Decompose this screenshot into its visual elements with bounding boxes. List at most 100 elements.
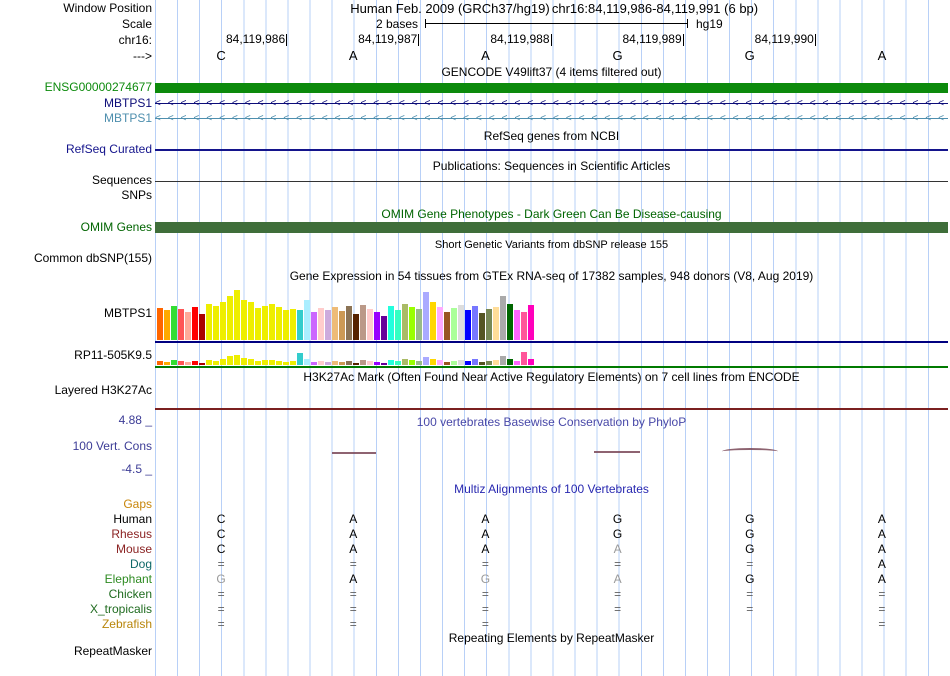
- gtex-tissue-bar: [458, 360, 464, 365]
- alignment-base: G: [745, 572, 755, 586]
- coordinate-tick: [286, 34, 288, 46]
- gtex-tissue-bar: [241, 358, 247, 365]
- gtex-tissue-bar: [227, 296, 233, 340]
- track-title-publications[interactable]: Publications: Sequences in Scientific Ar…: [432, 159, 671, 173]
- omim-gene-bar[interactable]: [155, 222, 948, 233]
- gtex-tissue-bar: [465, 361, 471, 365]
- alignment-base: A: [349, 542, 358, 556]
- alignment-base: G: [612, 512, 623, 526]
- track-label-common-dbsnp[interactable]: Common dbSNP(155): [33, 251, 152, 265]
- gtex-tissue-bar: [507, 304, 513, 340]
- species-label-chicken[interactable]: Chicken: [108, 587, 152, 601]
- track-label-layered-h3k27ac[interactable]: Layered H3K27Ac: [54, 383, 152, 397]
- alignment-base: G: [480, 572, 491, 586]
- gtex-tissue-bar: [416, 309, 422, 340]
- multiz-rows: Gaps Human C A A G G A Rhesus C A A G G A Mouse C A A A G A Do…: [0, 497, 950, 632]
- species-label-rhesus[interactable]: Rhesus: [111, 527, 152, 541]
- gtex-gene-line-rp11[interactable]: [155, 366, 948, 368]
- gtex-tissue-bar: [458, 305, 464, 340]
- alignment-base: A: [877, 512, 886, 526]
- gtex-tissue-bar: [199, 314, 205, 340]
- gtex-tissue-bar: [290, 361, 296, 365]
- refseq-gene-line[interactable]: [155, 149, 948, 151]
- alignment-base: G: [745, 512, 755, 526]
- species-label-x-tropicalis[interactable]: X_tropicalis: [89, 602, 152, 616]
- track-label-refseq-curated[interactable]: RefSeq Curated: [65, 142, 152, 156]
- gtex-tissue-bar: [409, 307, 415, 340]
- species-label-gaps[interactable]: Gaps: [123, 497, 152, 511]
- track-title-h3k27ac[interactable]: H3K27Ac Mark (Often Found Near Active Re…: [303, 370, 800, 384]
- track-label-gtex-rp11-505k9-5[interactable]: RP11-505K9.5: [74, 348, 152, 362]
- gtex-tissue-bar: [241, 300, 247, 340]
- coordinate-ruler: 84,119,986 84,119,987 84,119,988 84,119,989…: [155, 33, 948, 47]
- track-label-mbtps1-coding[interactable]: MBTPS1: [103, 96, 152, 110]
- gtex-tissue-bar: [381, 316, 387, 340]
- track-title-gencode[interactable]: GENCODE V49lift37 (4 items filtered out): [441, 65, 662, 79]
- alignment-base: G: [216, 572, 226, 586]
- track-label-mbtps1-noncoding[interactable]: MBTPS1: [103, 111, 152, 125]
- alignment-base: A: [877, 557, 886, 571]
- gtex-bars-rp11[interactable]: [157, 349, 535, 365]
- gtex-tissue-bar: [402, 304, 408, 340]
- alignment-row-chicken: Chicken = = = = = =: [0, 587, 950, 602]
- gtex-tissue-bar: [528, 359, 534, 365]
- gtex-tissue-bar: [171, 306, 177, 340]
- coordinate-label: 84,119,989: [622, 32, 682, 46]
- gtex-gene-line-mbtps1[interactable]: [155, 341, 948, 343]
- track-title-repeatmasker[interactable]: Repeating Elements by RepeatMasker: [448, 631, 655, 645]
- track-title-gtex[interactable]: Gene Expression in 54 tissues from GTEx …: [289, 269, 814, 283]
- gtex-tissue-bar: [213, 306, 219, 340]
- alignment-base: =: [878, 587, 886, 601]
- gtex-tissue-bar: [332, 361, 338, 365]
- gtex-tissue-bar: [318, 308, 324, 340]
- coordinate-tick: [550, 34, 552, 46]
- alignment-base: A: [349, 572, 358, 586]
- publications-sequence-line[interactable]: [155, 181, 948, 182]
- track-label-100-vert-cons[interactable]: 100 Vert. Cons: [72, 439, 152, 453]
- species-label-dog[interactable]: Dog: [129, 557, 152, 571]
- gtex-tissue-bar: [297, 353, 303, 365]
- species-label-zebrafish[interactable]: Zebrafish: [101, 617, 152, 631]
- gtex-tissue-bar: [213, 361, 219, 365]
- gtex-tissue-bar: [269, 304, 275, 340]
- alignment-base: A: [481, 512, 490, 526]
- alignment-base: =: [349, 557, 357, 571]
- gtex-tissue-bar: [346, 306, 352, 340]
- alignment-base: =: [217, 602, 225, 616]
- track-label-gtex-mbtps1[interactable]: MBTPS1: [103, 306, 152, 320]
- alignment-base: G: [745, 527, 755, 541]
- track-title-refseq[interactable]: RefSeq genes from NCBI: [483, 129, 620, 143]
- gtex-tissue-bar: [465, 310, 471, 340]
- alignment-base: =: [481, 557, 489, 571]
- species-label-human[interactable]: Human: [113, 512, 152, 526]
- species-label-elephant[interactable]: Elephant: [104, 572, 152, 586]
- minus-strand-arrows: <<<<<<<<<<<<<<<<<<<<<<<<<<<<<<<<<<<<<<<<…: [155, 98, 948, 109]
- alignment-base: =: [217, 587, 225, 601]
- transcript-mbtps1-coding[interactable]: <<<<<<<<<<<<<<<<<<<<<<<<<<<<<<<<<<<<<<<<…: [155, 98, 948, 110]
- gtex-tissue-bar: [178, 361, 184, 365]
- strand-arrow-label: --->: [133, 49, 152, 63]
- gtex-tissue-bar: [311, 362, 317, 365]
- gtex-tissue-bar: [318, 361, 324, 365]
- alignment-base: A: [877, 527, 886, 541]
- track-label-omim-genes[interactable]: OMIM Genes: [80, 220, 152, 234]
- gtex-tissue-bar: [339, 362, 345, 365]
- track-label-ensg00000274677[interactable]: ENSG00000274677: [44, 80, 152, 94]
- phylop-graph[interactable]: [155, 430, 948, 475]
- track-title-dbsnp[interactable]: Short Genetic Variants from dbSNP releas…: [434, 239, 669, 251]
- gtex-bars-mbtps1[interactable]: [157, 288, 535, 340]
- alignment-base: =: [746, 557, 754, 571]
- gene-bar-ensg00000274677[interactable]: [155, 83, 948, 93]
- species-label-mouse[interactable]: Mouse: [115, 542, 152, 556]
- transcript-mbtps1-noncoding[interactable]: <<<<<<<<<<<<<<<<<<<<<<<<<<<<<<<<<<<<<<<<…: [155, 113, 948, 125]
- track-label-repeatmasker[interactable]: RepeatMasker: [73, 644, 152, 658]
- track-title-multiz[interactable]: Multiz Alignments of 100 Vertebrates: [454, 482, 649, 496]
- h3k27ac-signal-baseline[interactable]: [155, 408, 948, 410]
- track-title-phylop[interactable]: 100 vertebrates Basewise Conservation by…: [416, 415, 687, 429]
- track-label-snps[interactable]: SNPs: [121, 188, 152, 202]
- track-title-omim[interactable]: OMIM Gene Phenotypes - Dark Green Can Be…: [381, 207, 722, 221]
- track-label-sequences[interactable]: Sequences: [91, 173, 152, 187]
- alignment-base: C: [216, 542, 226, 556]
- gtex-tissue-bar: [514, 361, 520, 365]
- alignment-base: G: [612, 527, 623, 541]
